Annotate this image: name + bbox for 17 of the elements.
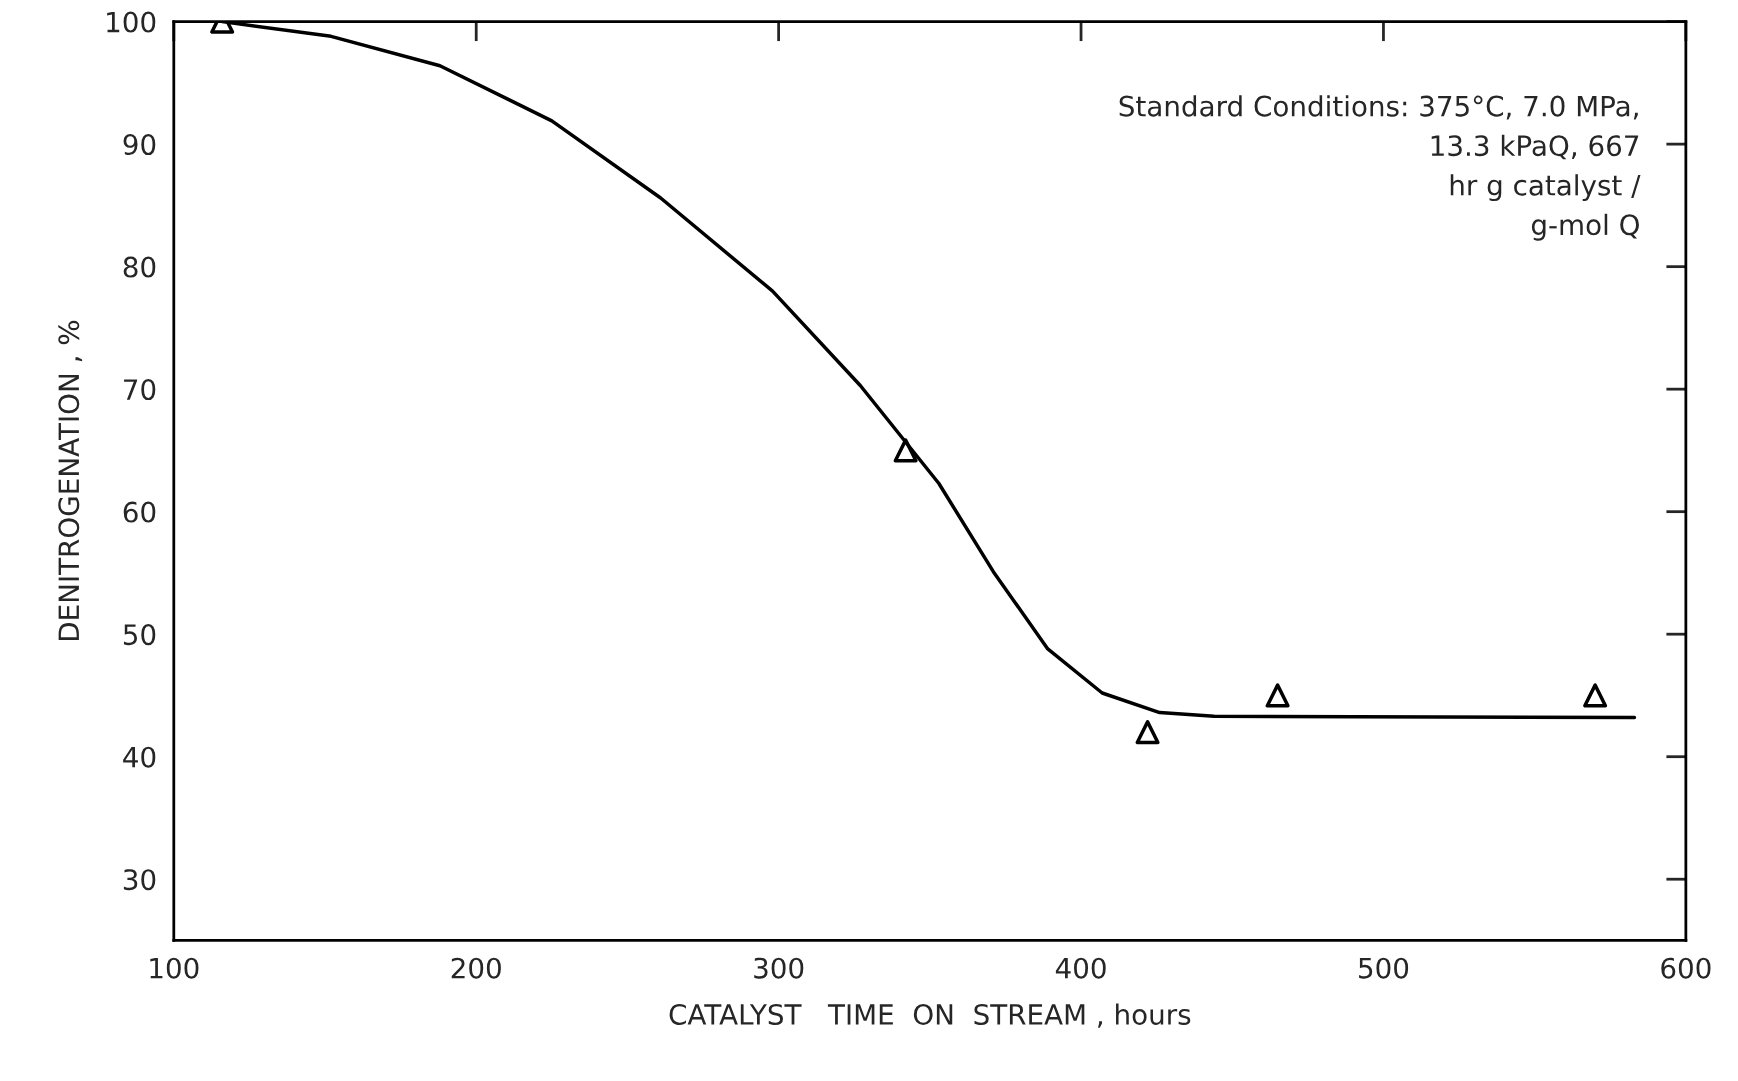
- y-tick-label: 40: [123, 746, 156, 768]
- y-tick-label: 90: [123, 134, 156, 156]
- y-tick-label: 50: [123, 624, 156, 646]
- x-tick-label: 400: [1055, 957, 1106, 979]
- x-tick-label: 300: [754, 957, 804, 979]
- y-tick-label: 80: [123, 256, 156, 278]
- x-tick-label: 100: [150, 957, 199, 979]
- x-tick-label: 200: [451, 957, 501, 979]
- y-tick-label: 100: [107, 11, 156, 33]
- y-axis-title: DENITROGENATION , %: [58, 320, 83, 641]
- y-tick-label: 60: [123, 501, 156, 523]
- annotation: Standard Conditions: 375°C, 7.0 MPa, 13.3 kPaQ, 667 hr g catalyst / g-mol Q: [1119, 95, 1641, 241]
- x-tick-label: 500: [1359, 957, 1409, 979]
- x-tick-label: 600: [1661, 957, 1711, 979]
- y-tick-label: 30: [123, 869, 156, 891]
- x-axis-title: CATALYST TIME ON STREAM , hours: [669, 1003, 1191, 1028]
- y-tick-label: 70: [124, 379, 156, 401]
